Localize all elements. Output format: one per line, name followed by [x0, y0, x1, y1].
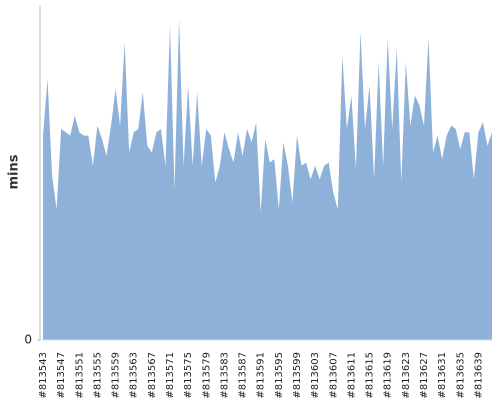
x-tick-label: #813603 [310, 352, 321, 399]
x-tick-label: #813543 [38, 352, 49, 399]
y-axis-label: mins [7, 154, 22, 189]
x-tick-label: #813591 [256, 352, 267, 399]
x-tick-label: #813607 [328, 352, 339, 399]
x-tick-label: #813587 [238, 352, 249, 399]
x-tick-label: #813551 [74, 352, 85, 399]
y-tick-label: 0 [24, 333, 32, 347]
x-tick-label: #813619 [383, 352, 394, 399]
x-tick-label: #813627 [419, 352, 430, 399]
x-tick-label: #813559 [111, 352, 122, 399]
x-tick-label: #813563 [129, 352, 140, 399]
x-tick-label: #813575 [183, 352, 194, 399]
x-tick-label: #813567 [147, 352, 158, 399]
x-tick-label: #813639 [473, 352, 484, 399]
x-tick-label: #813611 [346, 352, 357, 399]
x-tick-label: #813631 [437, 352, 448, 399]
x-tick-label: #813623 [401, 352, 412, 399]
x-tick-label: #813555 [92, 352, 103, 399]
area [43, 18, 492, 341]
x-tick-label: #813547 [56, 352, 67, 399]
x-tick-label: #813579 [201, 352, 212, 399]
x-tick-label: #813583 [219, 352, 230, 399]
x-tick-label: #813615 [365, 352, 376, 399]
x-tick-label: #813635 [455, 352, 466, 399]
x-tick-label: #813595 [274, 352, 285, 399]
x-tick-label: #813599 [292, 352, 303, 399]
x-tick-label: #813571 [165, 352, 176, 399]
